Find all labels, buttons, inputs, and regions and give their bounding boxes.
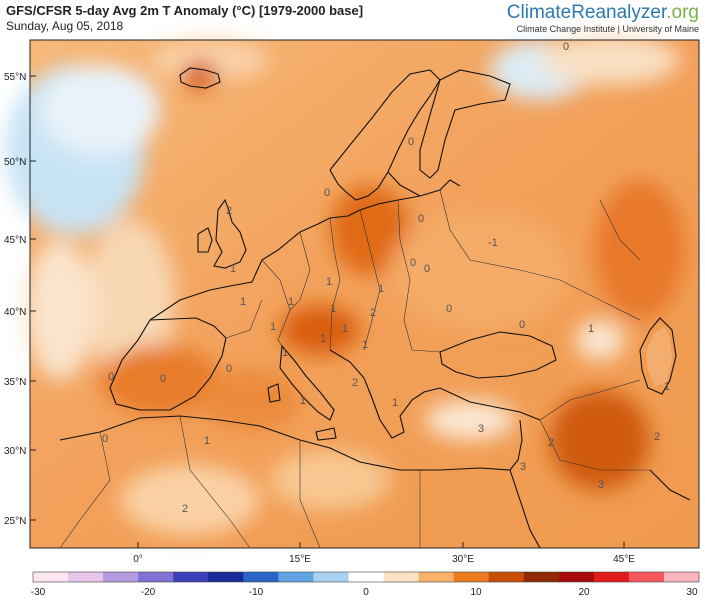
latitude-labels: 55°N 50°N 45°N 40°N 35°N 30°N 25°N (4, 72, 26, 527)
lat-label: 50°N (4, 157, 26, 168)
colorbar-segment (628, 572, 665, 582)
lon-label: 0° (133, 554, 143, 565)
lon-label: 15°E (289, 554, 311, 565)
contour-label: 1 (300, 395, 306, 407)
contour-label: 0 (108, 371, 114, 383)
contour-label: 0 (563, 41, 569, 53)
colorbar-tick-label: -10 (249, 587, 264, 598)
brand-part: .org (666, 2, 699, 23)
contour-label: 2 (654, 431, 660, 443)
contour-label: 0 (418, 213, 424, 225)
contour-label: 2 (226, 205, 232, 217)
longitude-labels: 0° 15°E 30°E 45°E (133, 554, 635, 565)
contour-label: 1 (282, 347, 288, 359)
colorbar-segment (103, 572, 139, 582)
colorbar-tick-label: -20 (141, 587, 156, 598)
contour-label: 1 (362, 339, 368, 351)
colorbar-segment (488, 572, 525, 582)
colorbar-segment (558, 572, 595, 582)
contour-label: 1 (392, 397, 398, 409)
contour-label: 0 (446, 303, 452, 315)
contour-label: 0 (519, 319, 525, 331)
contour-label: 1 (204, 435, 210, 447)
contour-label: 0 (410, 257, 416, 269)
contour-label: 1 (330, 303, 336, 315)
contour-label: 2 (548, 437, 554, 449)
colorbar-tick-label: -30 (31, 587, 46, 598)
contour-label: 1 (270, 321, 276, 333)
anomaly-field (5, 35, 699, 549)
colorbar-segment (383, 572, 420, 582)
map-frame (29, 39, 700, 549)
lat-label: 35°N (4, 377, 26, 388)
lat-label: 45°N (4, 235, 26, 246)
colorbar-tick-label: 10 (470, 587, 482, 598)
contour-labels: 0 0 1 1 1 1 1 1 2 1 1 1 2 0 1 1 0 1 0 0 … (102, 41, 670, 515)
colorbar-segment (523, 572, 560, 582)
contour-label: 1 (588, 323, 594, 335)
contour-label: 0 (324, 187, 330, 199)
lat-label: 40°N (4, 307, 26, 318)
colorbar-segment (278, 572, 314, 582)
chart-title: GFS/CFSR 5-day Avg 2m T Anomaly (°C) [19… (6, 3, 364, 18)
contour-label: 0 (408, 136, 414, 148)
contour-label: 1 (664, 381, 670, 393)
contour-label: 3 (598, 479, 604, 491)
colorbar-segment (313, 572, 349, 582)
colorbar-segment (68, 572, 104, 582)
contour-label: 1 (288, 296, 294, 308)
institute-label: Climate Change Institute | University of… (516, 24, 699, 34)
colorbar-tick-label: 0 (363, 587, 369, 598)
contour-label: 1 (378, 283, 384, 295)
contour-label: 2 (182, 503, 188, 515)
colorbar-segment (33, 572, 69, 582)
date-label: Sunday, Aug 05, 2018 (6, 19, 124, 33)
colorbar-ticks: -30 -20 -10 0 10 20 30 (31, 587, 698, 598)
contour-label: 1 (230, 263, 236, 275)
contour-label: 0 (226, 363, 232, 375)
colorbar-segment (348, 572, 385, 582)
contour-label: 1 (320, 333, 326, 345)
colorbar-segment (243, 572, 279, 582)
contour-label: 1 (240, 296, 246, 308)
colorbar-segment (593, 572, 630, 582)
colorbar-tick-label: 30 (686, 587, 698, 598)
colorbar-segment (663, 572, 700, 582)
brand-logo[interactable]: ClimateReanalyzer.org (507, 2, 699, 24)
contour-label: 0 (424, 263, 430, 275)
contour-label: -1 (488, 237, 498, 249)
colorbar-border (32, 571, 700, 583)
colorbar-segment (208, 572, 244, 582)
colorbar-segment (453, 572, 490, 582)
lat-label: 25°N (4, 516, 26, 527)
lon-label: 45°E (613, 554, 635, 565)
lat-label: 30°N (4, 446, 26, 457)
contour-label: 2 (352, 377, 358, 389)
colorbar-segment (138, 572, 174, 582)
lat-label: 55°N (4, 72, 26, 83)
colorbar-tick-label: 20 (578, 587, 590, 598)
colorbar-segment (418, 572, 455, 582)
lon-label: 30°E (452, 554, 474, 565)
contour-label: 3 (478, 423, 484, 435)
contour-label: 1 (326, 276, 332, 288)
contour-label: 2 (370, 307, 376, 319)
brand-part: Climate (506, 2, 572, 23)
brand-part: Reanalyzer (571, 2, 667, 23)
contour-label: 0 (160, 373, 166, 385)
colorbar-segment (173, 572, 209, 582)
contour-label: 0 (102, 433, 108, 445)
colorbar (32, 571, 700, 583)
contour-label: 1 (342, 323, 348, 335)
contour-label: 3 (520, 461, 526, 473)
